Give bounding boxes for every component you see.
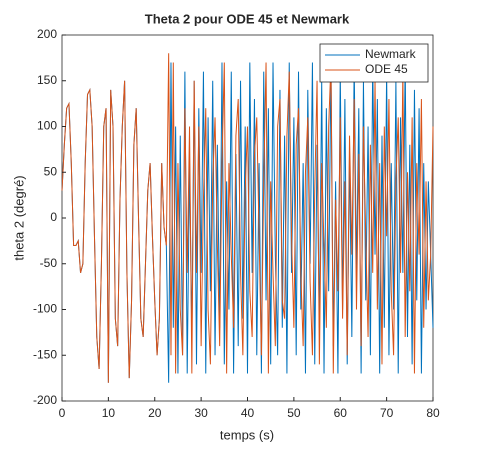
- series-line: [61, 53, 434, 383]
- y-tick-label: -200: [33, 393, 57, 407]
- chart-title: Theta 2 pour ODE 45 et Newmark: [145, 11, 350, 26]
- x-tick-label: 30: [194, 406, 208, 420]
- x-tick-label: 60: [334, 406, 348, 420]
- legend-box: [319, 43, 429, 83]
- x-tick-label: 80: [426, 406, 440, 420]
- y-tick-label: 150: [37, 73, 57, 87]
- y-tick-label: 200: [37, 27, 57, 41]
- x-tick-label: 0: [59, 406, 66, 420]
- x-tick-label: 20: [148, 406, 162, 420]
- x-tick-label: 10: [102, 406, 116, 420]
- x-axis-label: temps (s): [220, 427, 274, 442]
- legend-label: Newmark: [365, 47, 417, 61]
- x-tick-label: 70: [380, 406, 394, 420]
- x-tick-label: 50: [287, 406, 301, 420]
- y-tick-label: -100: [33, 302, 57, 316]
- y-axis-label: theta 2 (degré): [11, 175, 26, 260]
- y-tick-label: 0: [50, 210, 57, 224]
- y-tick-label: 50: [44, 164, 58, 178]
- y-tick-label: -150: [33, 347, 57, 361]
- legend-label: ODE 45: [365, 62, 408, 76]
- y-tick-label: 100: [37, 119, 57, 133]
- lines: [61, 53, 434, 383]
- x-tick-label: 40: [241, 406, 255, 420]
- y-tick-label: -50: [40, 256, 58, 270]
